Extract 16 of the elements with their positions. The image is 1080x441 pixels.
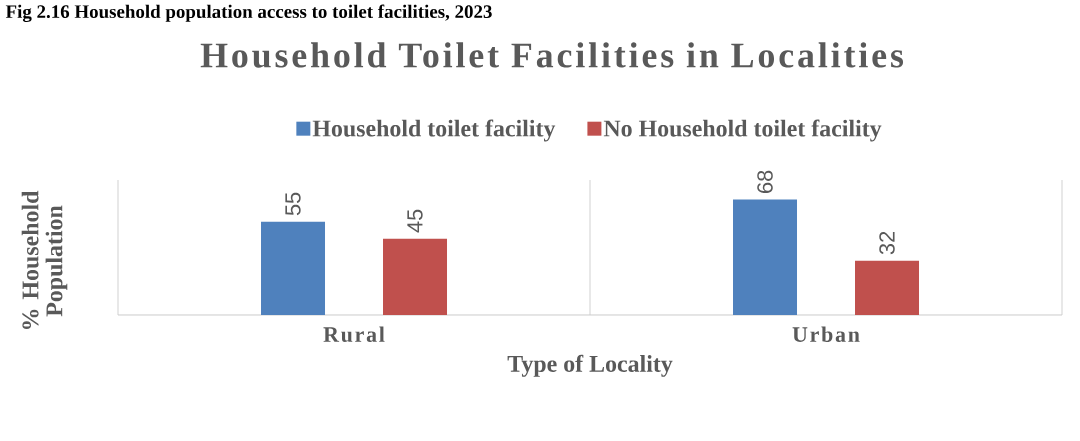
x-axis-title: Type of Locality [507, 354, 673, 377]
bar [733, 199, 798, 315]
bar [383, 238, 448, 315]
bar [261, 221, 326, 315]
bar [855, 260, 920, 315]
data-label: 45 [407, 209, 423, 233]
chart-title: Household Toilet Facilities in Localities [200, 42, 904, 68]
data-label: 32 [879, 231, 895, 255]
x-tick-label: Rural [323, 326, 385, 342]
data-label: 55 [285, 192, 301, 216]
x-tick-label: Urban [792, 326, 860, 342]
y-axis-title: % Household Population [21, 190, 68, 329]
legend-label: No Household toilet facility [603, 119, 882, 142]
data-label: 68 [757, 170, 773, 193]
legend-label: Household toilet facility [312, 119, 556, 142]
caption: Fig 2.16 Household population access to toilet facilities, 2023 [5, 4, 492, 23]
